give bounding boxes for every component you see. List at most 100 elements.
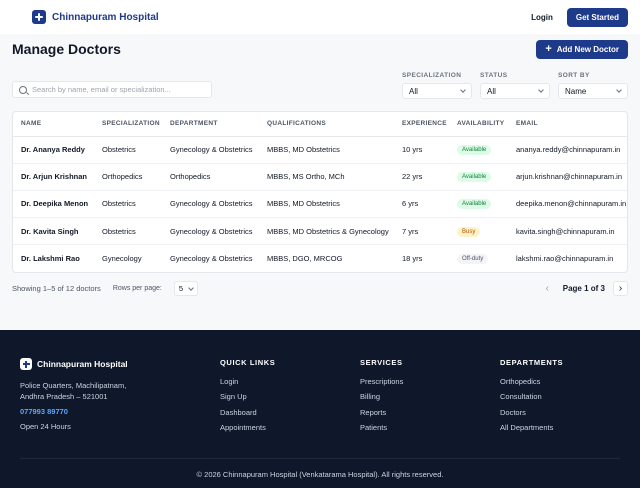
doctor-experience: 22 yrs — [394, 163, 449, 191]
status-badge: Available — [457, 199, 492, 210]
status-select[interactable]: All — [480, 83, 550, 99]
doctor-specialization: Orthopedics — [94, 163, 162, 191]
doctor-qualifications: MBBS, MD Obstetrics — [259, 136, 394, 164]
footer-link[interactable]: All Departments — [500, 422, 554, 432]
get-started-button[interactable]: Get Started — [566, 7, 628, 27]
rows-per-page-value: 5 — [178, 284, 184, 294]
specialization-filter: SPECIALIZATION All — [402, 72, 472, 99]
footer-divider — [20, 458, 620, 459]
footer-link-list: Orthopedics Consultation Doctors All Dep… — [500, 377, 563, 438]
specialization-filter-label: SPECIALIZATION — [402, 72, 462, 79]
chevron-down-icon — [616, 87, 622, 93]
sort-filter: SORT BY Name — [558, 72, 628, 99]
add-new-doctor-button[interactable]: + Add New Doctor — [536, 39, 628, 59]
footer-quick-links: QUICK LINKS Login Sign Up Dashboard Appo… — [220, 358, 275, 438]
footer-link[interactable]: Dashboard — [220, 407, 257, 417]
doctor-name: Dr. Kavita Singh — [13, 217, 94, 246]
footer-departments: DEPARTMENTS Orthopedics Consultation Doc… — [500, 358, 563, 438]
doctor-qualifications: MBBS, DGO, MRCOG — [267, 254, 343, 264]
doctor-name: Dr. Lakshmi Rao — [21, 254, 80, 264]
specialization-select-value: All — [409, 86, 418, 96]
availability-cell: Off-duty — [449, 245, 508, 272]
pagination-left: Showing 1–5 of 12 doctors Rows per page:… — [12, 281, 198, 297]
showing-count: Showing 1–5 of 12 doctors — [12, 284, 101, 294]
login-link[interactable]: Login — [531, 12, 553, 22]
doctor-qualifications: MBBS, MD Obstetrics — [259, 190, 394, 219]
chevron-left-icon: ‹ — [545, 283, 549, 295]
column-header[interactable]: QUALIFICATIONS — [259, 112, 394, 137]
search-box[interactable] — [12, 81, 212, 98]
doctor-email: kavita.singh@chinnapuram.in — [508, 217, 627, 246]
doctor-email: lakshmi.rao@chinnapuram.in — [516, 254, 614, 264]
sort-select[interactable]: Name — [558, 83, 628, 99]
footer-services: SERVICES Prescriptions Billing Reports P… — [360, 358, 403, 438]
doctor-specialization: Obstetrics — [94, 136, 162, 164]
chevron-down-icon — [460, 87, 466, 93]
sort-filter-label: SORT BY — [558, 72, 590, 79]
doctor-department: Gynecology & Obstetrics — [162, 217, 259, 246]
column-header[interactable]: SPECIALIZATION — [94, 112, 162, 137]
footer-heading: SERVICES — [360, 358, 403, 367]
column-header[interactable]: AVAILABILITY — [449, 112, 508, 137]
plus-icon: + — [545, 42, 552, 55]
column-header[interactable]: NAME — [13, 112, 94, 137]
header-actions: Login Get Started — [531, 7, 628, 27]
add-new-doctor-label: Add New Doctor — [556, 44, 619, 54]
footer-link[interactable]: Appointments — [220, 422, 266, 432]
footer-link[interactable]: Login — [220, 377, 239, 386]
chevron-right-icon: › — [618, 283, 623, 295]
availability-cell: Busy — [449, 217, 508, 246]
rows-per-page-select[interactable]: 5 — [173, 281, 198, 297]
footer: Chinnapuram Hospital Police Quarters, Ma… — [0, 330, 640, 488]
footer-link[interactable]: Doctors — [500, 407, 526, 417]
brand[interactable]: Chinnapuram Hospital — [32, 10, 159, 24]
footer-columns: Chinnapuram Hospital Police Quarters, Ma… — [0, 330, 640, 458]
availability-cell: Available — [449, 136, 508, 164]
footer-brand-name: Chinnapuram Hospital — [37, 359, 128, 369]
chevron-down-icon — [188, 285, 194, 291]
column-header[interactable]: EXPERIENCE — [394, 112, 449, 137]
availability-cell: Available — [449, 163, 508, 191]
specialization-select[interactable]: All — [402, 83, 472, 99]
footer-phone[interactable]: 077993 89770 — [20, 407, 68, 416]
table-row[interactable]: Dr. Lakshmi Rao Gynecology Gynecology & … — [13, 245, 627, 272]
status-badge: Available — [457, 172, 492, 183]
table-row[interactable]: Dr. Ananya Reddy Obstetrics Gynecology &… — [13, 136, 627, 164]
next-page-button[interactable]: › — [613, 281, 628, 297]
footer-heading: QUICK LINKS — [220, 358, 276, 367]
prev-page-button[interactable]: ‹ — [540, 281, 555, 296]
footer-link[interactable]: Prescriptions — [360, 377, 404, 386]
search-input[interactable] — [32, 85, 202, 94]
doctor-name: Dr. Ananya Reddy — [13, 136, 94, 164]
doctor-email: ananya.reddy@chinnapuram.in — [508, 136, 627, 164]
footer-link[interactable]: Billing — [360, 392, 381, 402]
status-select-value: All — [487, 86, 496, 96]
doctor-department: Gynecology & Obstetrics — [170, 254, 253, 264]
table-row[interactable]: Dr. Arjun Krishnan Orthopedics Orthopedi… — [13, 163, 627, 191]
doctor-specialization: Gynecology — [102, 254, 142, 264]
footer-link[interactable]: Sign Up — [220, 392, 247, 402]
table-row[interactable]: Dr. Kavita Singh Obstetrics Gynecology &… — [13, 217, 627, 246]
footer-link[interactable]: Orthopedics — [500, 377, 541, 386]
doctor-name: Dr. Deepika Menon — [13, 190, 94, 219]
doctors-table-card: NAME SPECIALIZATION DEPARTMENT QUALIFICA… — [12, 111, 628, 273]
page-indicator: Page 1 of 3 — [562, 284, 605, 294]
doctors-table: NAME SPECIALIZATION DEPARTMENT QUALIFICA… — [13, 112, 627, 272]
doctor-experience: 7 yrs — [394, 217, 449, 246]
table-row[interactable]: Dr. Deepika Menon Obstetrics Gynecology … — [13, 190, 627, 219]
pagination-right: ‹ Page 1 of 3 › — [540, 281, 628, 297]
column-header[interactable]: DEPARTMENT — [162, 112, 259, 137]
pagination-bar: Showing 1–5 of 12 doctors Rows per page:… — [0, 281, 640, 297]
footer-link-list: Login Sign Up Dashboard Appointments — [220, 377, 275, 438]
footer-address: Police Quarters, Machilipatnam, Andhra P… — [20, 380, 128, 402]
footer-link[interactable]: Patients — [360, 422, 388, 432]
footer-link[interactable]: Consultation — [500, 392, 542, 402]
doctor-experience: 6 yrs — [394, 190, 449, 219]
doctor-qualifications: MBBS, MS Ortho, MCh — [259, 163, 394, 191]
table-header-row: NAME SPECIALIZATION DEPARTMENT QUALIFICA… — [13, 112, 627, 137]
filters-bar: SPECIALIZATION All STATUS All SORT BY Na… — [0, 72, 640, 99]
title-row: Manage Doctors + Add New Doctor — [0, 38, 640, 60]
footer-link[interactable]: Reports — [360, 407, 387, 417]
footer-hours: Open 24 Hours — [20, 422, 71, 431]
column-header[interactable]: EMAIL — [508, 112, 627, 137]
